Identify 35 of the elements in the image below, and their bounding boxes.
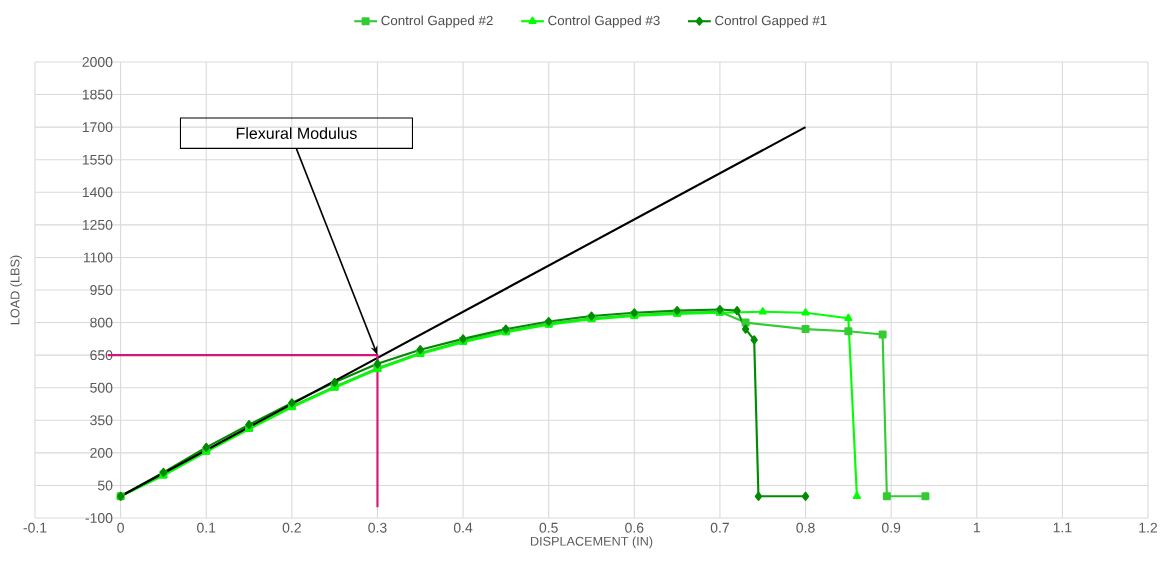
x-tick-label: 0.8 xyxy=(796,522,815,533)
x-tick-label: 1 xyxy=(973,522,980,533)
y-tick-label: -100 xyxy=(85,513,113,523)
y-tick-label: 1850 xyxy=(82,89,113,100)
y-tick-label: 2000 xyxy=(82,57,113,67)
y-axis-title: LOAD (LBS) xyxy=(10,255,22,325)
y-tick-label: 800 xyxy=(90,317,113,328)
x-tick-label: 0.6 xyxy=(625,522,644,533)
legend-label: Control Gapped #1 xyxy=(715,15,827,28)
x-tick-label: 0.5 xyxy=(539,522,558,533)
x-tick-label: 1.2 xyxy=(1139,522,1158,533)
x-tick-label: 0 xyxy=(117,522,124,533)
x-tick-label: 0.4 xyxy=(453,522,473,533)
y-tick-label: 1100 xyxy=(83,252,113,263)
x-tick-label: 0.1 xyxy=(197,522,216,533)
y-tick-label: 1250 xyxy=(82,219,113,230)
y-tick-label: 650 xyxy=(90,350,113,361)
y-tick-label: 200 xyxy=(90,447,113,458)
annotation: Flexural Modulus xyxy=(236,127,357,140)
x-tick-label: 0.9 xyxy=(881,522,901,533)
y-tick-label: 1700 xyxy=(82,122,113,133)
y-tick-label: 50 xyxy=(97,480,113,491)
legend-label: Control Gapped #3 xyxy=(548,15,660,28)
y-tick-label: 1400 xyxy=(82,187,113,198)
y-tick-label: 950 xyxy=(90,285,113,295)
y-tick-label: 350 xyxy=(90,415,113,426)
x-tick-label: -0.1 xyxy=(23,522,47,533)
x-tick-label: 0.3 xyxy=(368,522,387,533)
x-tick-label: 1.1 xyxy=(1053,522,1072,533)
y-tick-label: 1550 xyxy=(82,154,113,165)
legend-label: Control Gapped #2 xyxy=(381,15,493,28)
y-tick-label: 500 xyxy=(90,382,113,393)
x-tick-label: 0.2 xyxy=(282,522,301,533)
x-tick-label: 0.7 xyxy=(710,522,729,533)
x-axis-title: DISPLACEMENT (IN) xyxy=(530,536,653,549)
